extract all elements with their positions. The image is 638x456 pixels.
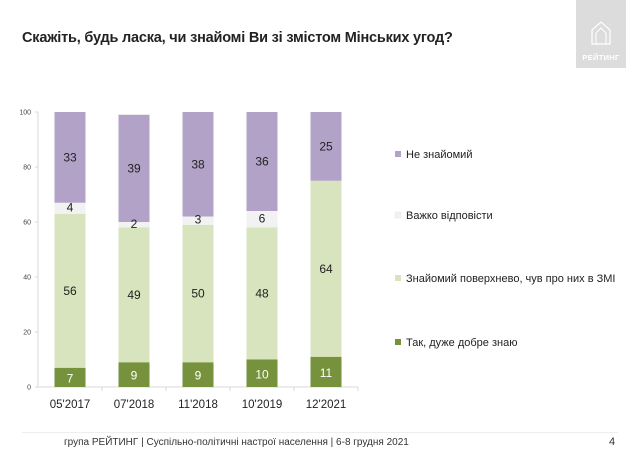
legend-item: Не знайомий xyxy=(395,149,472,161)
bar-segment xyxy=(182,216,214,225)
data-label: 38 xyxy=(191,157,205,171)
data-label: 36 xyxy=(255,155,269,169)
footer-divider xyxy=(22,432,618,433)
bar-segment xyxy=(118,114,150,222)
y-tick-label: 20 xyxy=(23,330,31,337)
data-label: 39 xyxy=(127,161,141,175)
bar-segment xyxy=(54,112,86,203)
data-label: 64 xyxy=(319,262,333,276)
chart-axes: 0 20 40 60 80 100 05'2017 07'2018 11'2018 10'2019… xyxy=(19,110,359,411)
data-label: 50 xyxy=(191,287,205,301)
x-tick-label: 10'2019 xyxy=(242,399,283,411)
y-tick-label: 60 xyxy=(23,220,31,227)
bar-segment xyxy=(182,112,214,217)
x-tick-label: 07'2018 xyxy=(114,399,155,411)
data-label: 10 xyxy=(255,367,269,381)
legend-swatch xyxy=(395,275,401,281)
x-tick-label: 05'2017 xyxy=(50,399,91,411)
legend-swatch xyxy=(394,211,402,219)
chart-legend: Не знайомий Важко відповісти Знайомий пове… xyxy=(394,149,615,349)
bar-segment xyxy=(246,227,278,360)
data-label: 48 xyxy=(255,287,269,301)
bar-segment xyxy=(54,202,86,214)
bar-segment xyxy=(182,362,214,387)
bar-segment xyxy=(310,112,342,181)
data-label: 56 xyxy=(63,284,77,298)
data-label: 6 xyxy=(259,211,266,225)
legend-swatch xyxy=(395,339,401,345)
data-label: 9 xyxy=(131,369,138,383)
data-label: 4 xyxy=(67,200,74,214)
legend-label: Знайомий поверхнево, чув про них в ЗМІ xyxy=(406,273,615,285)
data-label: 3 xyxy=(195,213,202,227)
data-label: 7 xyxy=(67,371,74,385)
data-label: 11 xyxy=(320,366,333,380)
y-tick-label: 40 xyxy=(23,275,31,282)
rating-logo-text: РЕЙТИНГ xyxy=(582,53,620,62)
bar-segment xyxy=(310,180,342,357)
data-label: 2 xyxy=(131,217,138,231)
y-tick-label: 0 xyxy=(27,385,31,392)
data-label: 33 xyxy=(63,150,77,164)
bar-segment xyxy=(54,367,86,387)
legend-item: Так, дуже добре знаю xyxy=(395,337,517,349)
legend-item: Важко відповісти xyxy=(394,210,493,222)
bar-segment xyxy=(246,359,278,387)
y-tick-label: 100 xyxy=(19,110,31,117)
x-tick-label: 12'2021 xyxy=(306,399,347,411)
x-tick-label: 11'2018 xyxy=(178,399,218,411)
legend-label: Не знайомий xyxy=(406,149,472,161)
bar-segment xyxy=(118,362,150,387)
bar-segment xyxy=(182,224,214,363)
rating-logo: РЕЙТИНГ xyxy=(576,0,626,68)
bar-segment xyxy=(246,112,278,211)
footer-source: група РЕЙТИНГ | Суспільно-політичні наст… xyxy=(64,437,409,448)
data-label: 49 xyxy=(127,288,141,302)
legend-label: Важко відповісти xyxy=(406,210,493,222)
data-label: 9 xyxy=(195,369,202,383)
page-number: 4 xyxy=(609,436,616,448)
chart-title: Скажіть, будь ласка, чи знайомі Ви зі зм… xyxy=(22,30,453,46)
chart-bars: 7 56 4 33 9 49 2 39 9 50 3 38 10 48 6 36 11 64 25 xyxy=(54,112,342,387)
data-label: 25 xyxy=(319,139,333,153)
legend-item: Знайомий поверхнево, чув про них в ЗМІ xyxy=(395,273,615,285)
bar-segment xyxy=(118,222,150,228)
bar-segment xyxy=(310,356,342,387)
bar-segment xyxy=(246,211,278,228)
bar-segment xyxy=(118,227,150,363)
y-tick-label: 80 xyxy=(23,165,31,172)
legend-label: Так, дуже добре знаю xyxy=(406,337,517,349)
rating-logo-mark-icon xyxy=(591,21,611,45)
bar-segment xyxy=(54,213,86,368)
legend-swatch xyxy=(395,151,401,157)
